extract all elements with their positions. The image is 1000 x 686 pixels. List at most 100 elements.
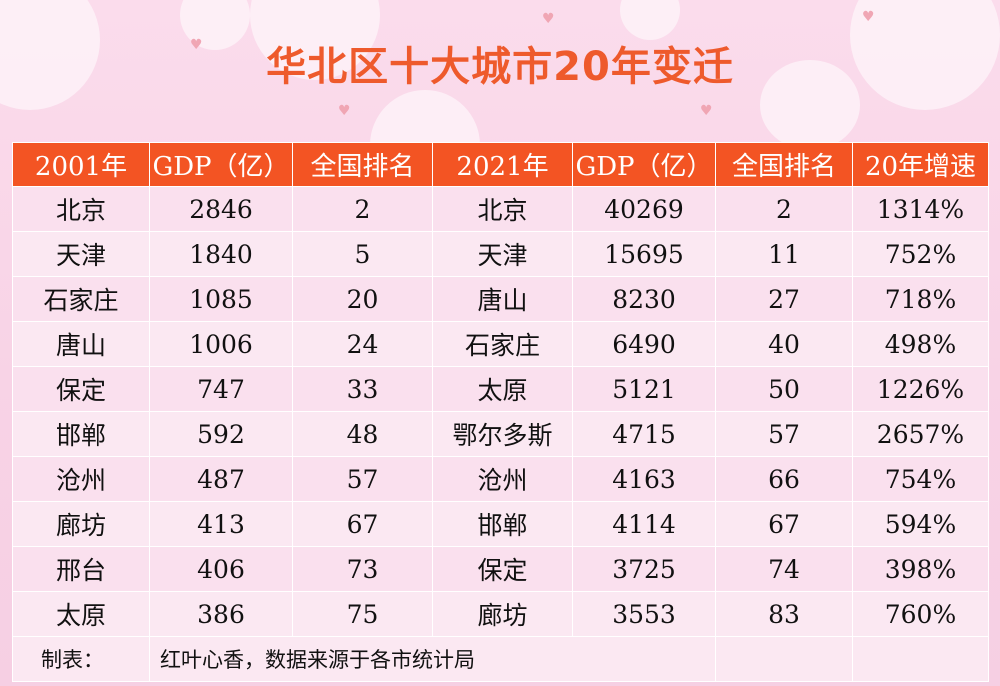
header-rank-2001: 全国排名 xyxy=(292,142,433,187)
decor-heart-icon: ♥ xyxy=(338,103,351,119)
footer-source-text: 红叶心香，数据来源于各市统计局 xyxy=(149,636,716,682)
cell-growth: 752% xyxy=(852,231,989,277)
cell-city-2021: 保定 xyxy=(432,546,573,592)
decor-heart-icon: ♥ xyxy=(700,103,713,119)
cell-city-2021: 天津 xyxy=(432,231,573,277)
table-row: 天津 1840 5 天津 15695 11 752% xyxy=(12,231,989,277)
cell-gdp-2001: 386 xyxy=(149,591,293,637)
cell-rank-2021: 40 xyxy=(715,321,853,367)
cell-growth: 498% xyxy=(852,321,989,367)
cell-rank-2021: 67 xyxy=(715,501,853,547)
table-row: 沧州 487 57 沧州 4163 66 754% xyxy=(12,456,989,502)
footer-empty-cell xyxy=(715,636,853,682)
cell-growth: 398% xyxy=(852,546,989,592)
cell-rank-2021: 50 xyxy=(715,366,853,412)
cell-gdp-2021: 8230 xyxy=(572,276,716,322)
cell-city-2001: 邯郸 xyxy=(12,411,150,457)
cell-rank-2001: 5 xyxy=(292,231,433,277)
cell-gdp-2001: 2846 xyxy=(149,186,293,232)
cell-gdp-2001: 413 xyxy=(149,501,293,547)
cell-city-2021: 鄂尔多斯 xyxy=(432,411,573,457)
cell-gdp-2021: 40269 xyxy=(572,186,716,232)
cell-gdp-2021: 4114 xyxy=(572,501,716,547)
header-growth: 20年增速 xyxy=(852,142,989,187)
table-row: 唐山 1006 24 石家庄 6490 40 498% xyxy=(12,321,989,367)
header-year-2021: 2021年 xyxy=(432,142,573,187)
cell-rank-2021: 57 xyxy=(715,411,853,457)
cell-city-2021: 太原 xyxy=(432,366,573,412)
table-row: 邢台 406 73 保定 3725 74 398% xyxy=(12,546,989,592)
cell-rank-2001: 24 xyxy=(292,321,433,367)
cell-gdp-2001: 747 xyxy=(149,366,293,412)
decor-heart-icon: ♥ xyxy=(190,37,203,53)
footer-empty-cell xyxy=(852,636,989,682)
cell-rank-2021: 83 xyxy=(715,591,853,637)
decor-heart-icon: ♥ xyxy=(862,9,875,25)
page-title: 华北区十大城市20年变迁 xyxy=(266,44,734,90)
table-row: 太原 386 75 廊坊 3553 83 760% xyxy=(12,591,989,637)
cell-city-2001: 北京 xyxy=(12,186,150,232)
cell-gdp-2021: 15695 xyxy=(572,231,716,277)
cell-city-2001: 太原 xyxy=(12,591,150,637)
cell-rank-2001: 2 xyxy=(292,186,433,232)
cell-rank-2021: 66 xyxy=(715,456,853,502)
decor-bubble xyxy=(760,60,860,150)
cell-rank-2001: 48 xyxy=(292,411,433,457)
table-row: 邯郸 592 48 鄂尔多斯 4715 57 2657% xyxy=(12,411,989,457)
cell-gdp-2021: 3553 xyxy=(572,591,716,637)
header-gdp-2021: GDP（亿） xyxy=(572,142,716,187)
cell-city-2001: 天津 xyxy=(12,231,150,277)
cell-rank-2001: 67 xyxy=(292,501,433,547)
table-header-row: 2001年 GDP（亿） 全国排名 2021年 GDP（亿） 全国排名 20年增… xyxy=(12,142,989,187)
cell-gdp-2021: 5121 xyxy=(572,366,716,412)
table-row: 北京 2846 2 北京 40269 2 1314% xyxy=(12,186,989,232)
cell-rank-2021: 27 xyxy=(715,276,853,322)
cell-growth: 1226% xyxy=(852,366,989,412)
cell-city-2021: 廊坊 xyxy=(432,591,573,637)
table-row: 石家庄 1085 20 唐山 8230 27 718% xyxy=(12,276,989,322)
cell-growth: 594% xyxy=(852,501,989,547)
header-gdp-2001: GDP（亿） xyxy=(149,142,293,187)
cell-city-2001: 沧州 xyxy=(12,456,150,502)
cell-city-2001: 石家庄 xyxy=(12,276,150,322)
gdp-ranking-table: 2001年 GDP（亿） 全国排名 2021年 GDP（亿） 全国排名 20年增… xyxy=(12,142,989,682)
table-row: 保定 747 33 太原 5121 50 1226% xyxy=(12,366,989,412)
cell-growth: 760% xyxy=(852,591,989,637)
decor-bubble xyxy=(370,90,480,150)
cell-growth: 1314% xyxy=(852,186,989,232)
cell-city-2021: 唐山 xyxy=(432,276,573,322)
cell-city-2001: 廊坊 xyxy=(12,501,150,547)
cell-city-2021: 邯郸 xyxy=(432,501,573,547)
cell-rank-2021: 74 xyxy=(715,546,853,592)
footer-row: 制表： 红叶心香，数据来源于各市统计局 xyxy=(12,636,989,682)
header-rank-2021: 全国排名 xyxy=(715,142,853,187)
cell-growth: 718% xyxy=(852,276,989,322)
cell-rank-2001: 33 xyxy=(292,366,433,412)
cell-gdp-2001: 1840 xyxy=(149,231,293,277)
cell-city-2021: 北京 xyxy=(432,186,573,232)
cell-rank-2001: 73 xyxy=(292,546,433,592)
footer-label: 制表： xyxy=(12,636,150,682)
cell-city-2001: 保定 xyxy=(12,366,150,412)
cell-gdp-2021: 4163 xyxy=(572,456,716,502)
cell-rank-2001: 75 xyxy=(292,591,433,637)
cell-city-2021: 石家庄 xyxy=(432,321,573,367)
cell-gdp-2021: 3725 xyxy=(572,546,716,592)
cell-city-2001: 邢台 xyxy=(12,546,150,592)
cell-rank-2021: 11 xyxy=(715,231,853,277)
cell-gdp-2001: 592 xyxy=(149,411,293,457)
cell-gdp-2001: 406 xyxy=(149,546,293,592)
cell-rank-2001: 20 xyxy=(292,276,433,322)
cell-growth: 754% xyxy=(852,456,989,502)
cell-gdp-2001: 1085 xyxy=(149,276,293,322)
table-row: 廊坊 413 67 邯郸 4114 67 594% xyxy=(12,501,989,547)
cell-rank-2001: 57 xyxy=(292,456,433,502)
cell-rank-2021: 2 xyxy=(715,186,853,232)
header-year-2001: 2001年 xyxy=(12,142,150,187)
cell-gdp-2021: 6490 xyxy=(572,321,716,367)
cell-city-2021: 沧州 xyxy=(432,456,573,502)
cell-gdp-2001: 487 xyxy=(149,456,293,502)
cell-gdp-2001: 1006 xyxy=(149,321,293,367)
cell-city-2001: 唐山 xyxy=(12,321,150,367)
cell-gdp-2021: 4715 xyxy=(572,411,716,457)
